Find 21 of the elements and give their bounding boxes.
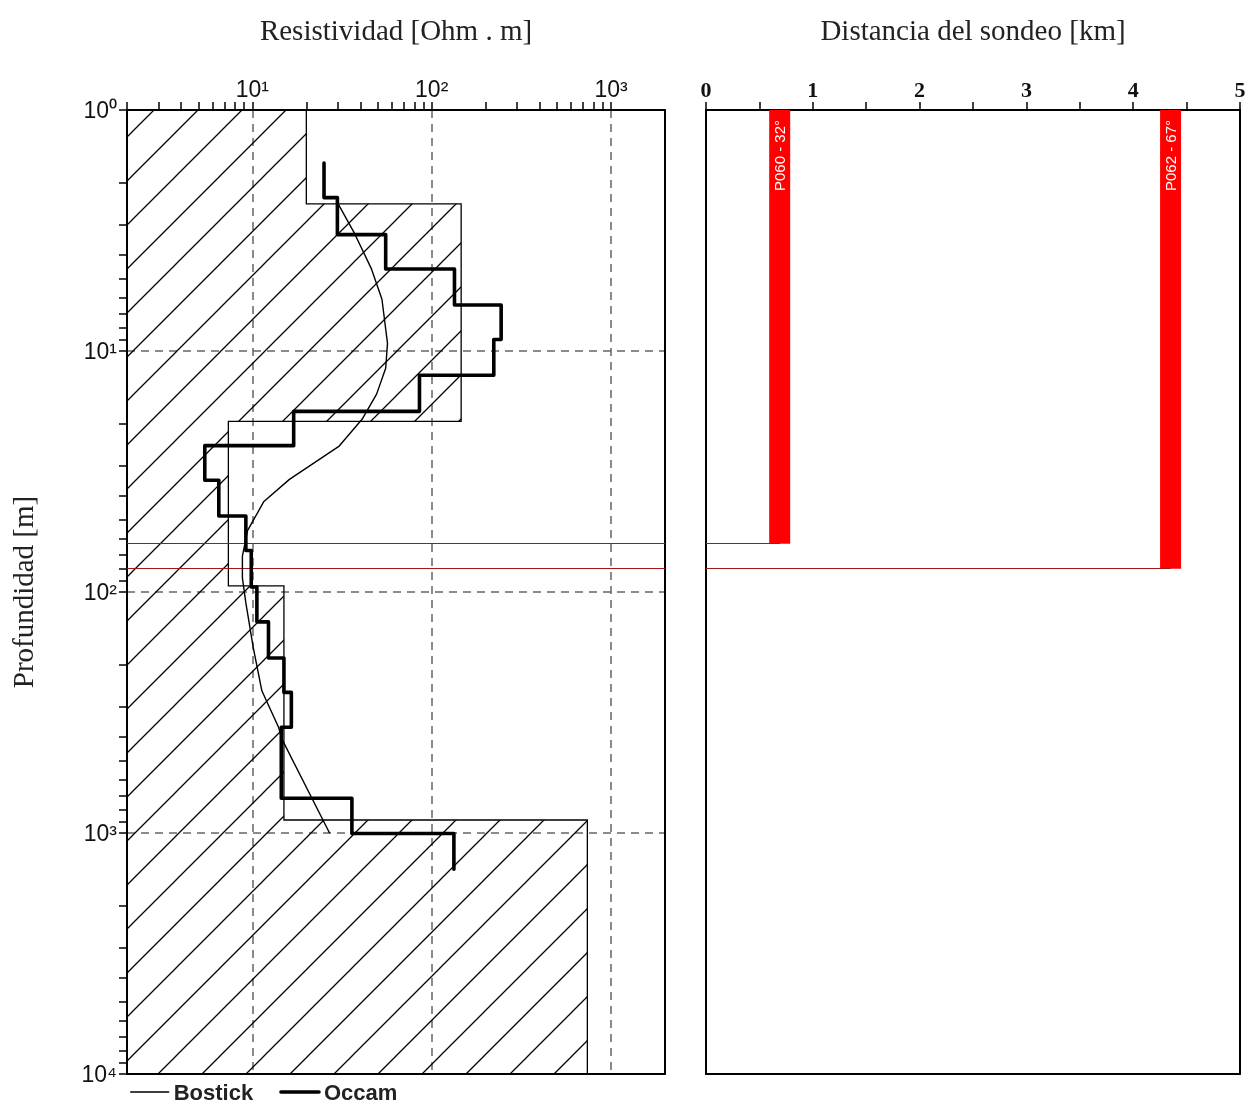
y-tick-label: 10⁴: [81, 1061, 117, 1087]
y-axis-title: Profundidad [m]: [6, 495, 39, 689]
x-axis-title: Distancia del sondeo [km]: [820, 13, 1126, 46]
x-tick-label: 2: [914, 76, 926, 102]
x-tick-label: 10³: [594, 75, 628, 102]
x-tick-label: 1: [807, 76, 819, 102]
series-label: P060 - 32°: [771, 120, 789, 192]
y-tick-label: 10²: [83, 579, 118, 605]
legend-label: Bostick: [173, 1079, 254, 1104]
x-tick-label: 10²: [415, 75, 449, 102]
series-label: P062 - 67°: [1162, 120, 1180, 192]
x-tick-label: 0: [700, 76, 712, 102]
x-tick-label: 3: [1020, 76, 1032, 102]
y-tick-label: 10³: [83, 820, 118, 846]
x-axis-title: Resistividad [Ohm . m]: [259, 13, 533, 46]
x-tick-label: 10¹: [235, 75, 270, 102]
y-tick-label: 10¹: [83, 338, 118, 364]
x-tick-label: 5: [1234, 76, 1246, 102]
x-tick-label: 4: [1127, 76, 1139, 102]
legend-label: Occam: [323, 1079, 398, 1104]
y-tick-label: 10⁰: [83, 97, 117, 123]
